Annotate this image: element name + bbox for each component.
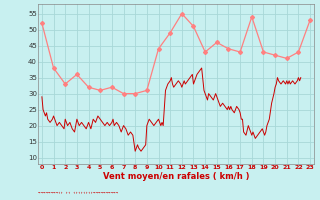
Text: →→→→→→→→↑↑ ↑↑ ↑↑↑↑↑↑↑↑→→→→→→→→→→: →→→→→→→→↑↑ ↑↑ ↑↑↑↑↑↑↑↑→→→→→→→→→→ xyxy=(38,191,118,195)
X-axis label: Vent moyen/en rafales ( km/h ): Vent moyen/en rafales ( km/h ) xyxy=(103,172,249,181)
